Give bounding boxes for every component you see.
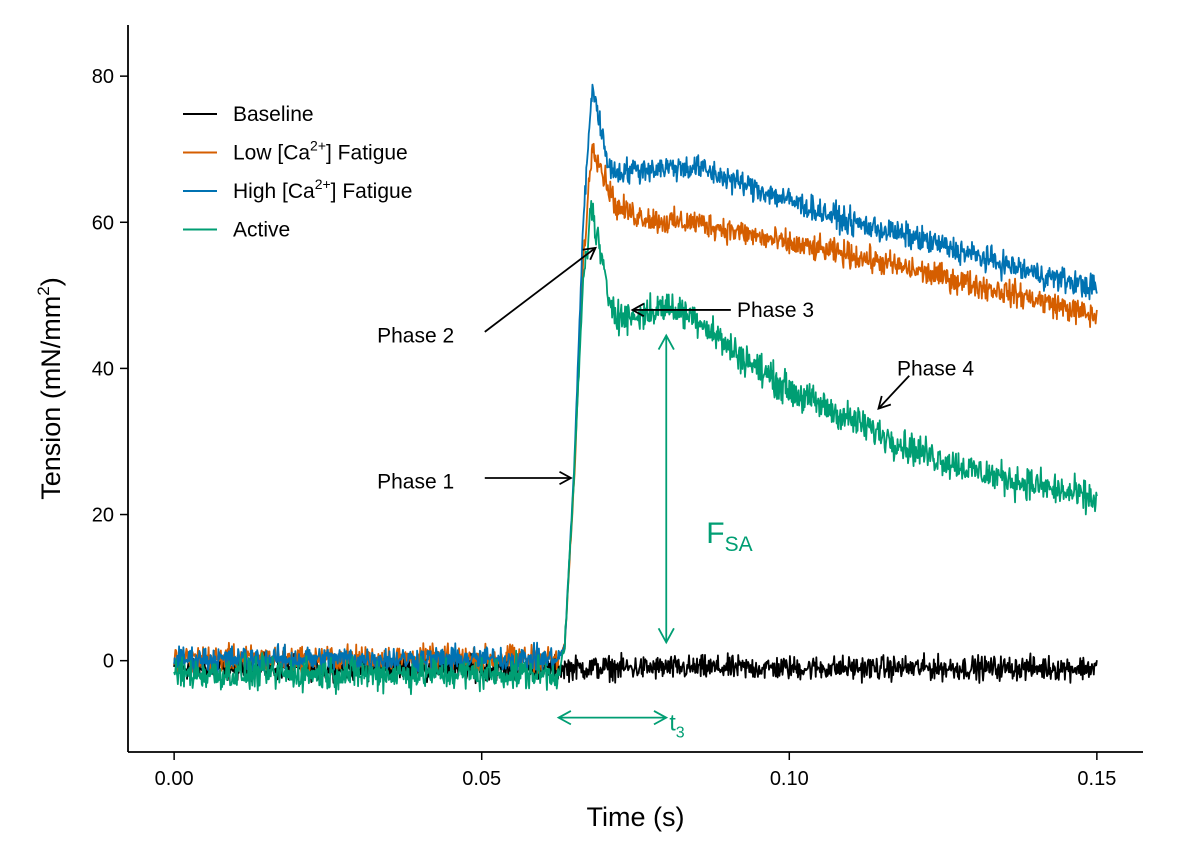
t3-arrow-head-left	[556, 710, 572, 726]
x-tick-label: 0.15	[1077, 768, 1116, 790]
t3-arrow-head-right	[653, 710, 669, 726]
legend-label-3: Active	[233, 219, 290, 242]
phase-3-label: Phase 3	[737, 299, 814, 322]
y-tick-label: 60	[92, 212, 114, 234]
phase-1-label: Phase 1	[377, 471, 454, 494]
series-line-2	[173, 83, 1098, 676]
t3-label: t3	[669, 709, 684, 741]
phase-3-arrow-head	[630, 302, 645, 317]
axes-layer: 0.00 0.05 0.10 0.15 0 20 40 60 80 Time (s) Tension…	[34, 25, 1143, 832]
series-line-1	[173, 142, 1098, 676]
x-tick-label: 0.05	[462, 768, 501, 790]
fsa-label: FSA	[706, 517, 752, 556]
x-tick-label: 0.00	[155, 768, 194, 790]
series-line-0	[173, 651, 1098, 686]
x-tick-label: 0.10	[770, 768, 809, 790]
phase-2-arrow-shaft	[484, 247, 597, 333]
y-tick-label: 80	[92, 66, 114, 88]
phase-2-arrow-head	[582, 246, 598, 261]
annotation-layer: Phase 1 Phase 2 Phase 3 Phase 4 FSA t3	[377, 246, 974, 741]
y-tick-label: 20	[92, 505, 114, 527]
legend-label-1: Low [Ca2+] Fatigue	[233, 138, 408, 165]
legend: Baseline Low [Ca2+] Fatigue High [Ca2+] Fa…	[183, 103, 412, 242]
y-axis-title: Tension (mN/mm2)	[34, 277, 66, 500]
series-layer	[173, 83, 1098, 696]
phase-4-label: Phase 4	[897, 357, 974, 380]
y-tick-label: 0	[103, 651, 114, 673]
legend-label-0: Baseline	[233, 103, 314, 126]
fsa-arrow-head-top	[657, 333, 675, 351]
phase-2-label: Phase 2	[377, 325, 454, 348]
series-line-3	[173, 200, 1098, 696]
phase-1-arrow-head	[559, 470, 573, 486]
phase-4-arrow-head	[877, 395, 892, 410]
fsa-arrow-head-bottom	[657, 627, 675, 645]
phase-4-arrow-shaft	[877, 375, 910, 410]
y-tick-label: 40	[92, 358, 114, 380]
x-axis-title: Time (s)	[587, 802, 685, 832]
legend-label-2: High [Ca2+] Fatigue	[233, 176, 412, 203]
